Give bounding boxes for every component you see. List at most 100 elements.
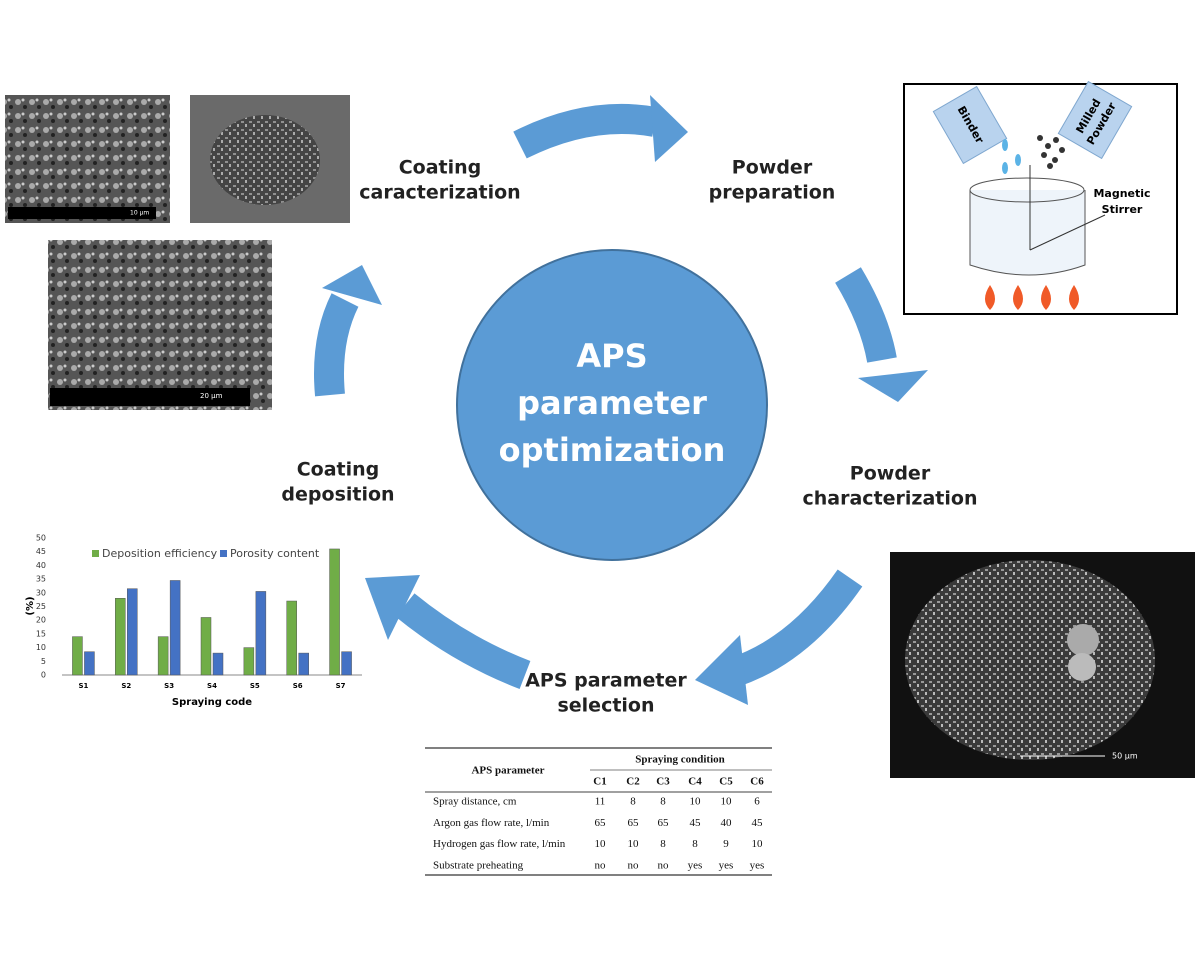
- table-cell: 10: [628, 838, 640, 850]
- beaker-rim: [969, 177, 1085, 203]
- row-label: Argon gas flow rate, l/min: [433, 817, 550, 829]
- arrow-head: [322, 265, 382, 305]
- center-title: parameter: [517, 384, 707, 422]
- bar: [72, 636, 83, 676]
- arrow-head: [858, 370, 928, 402]
- y-tick-label: 10: [36, 643, 46, 652]
- center-title: optimization: [499, 431, 726, 469]
- column-header: C1: [593, 776, 606, 788]
- bar: [212, 652, 224, 676]
- y-tick-label: 25: [36, 602, 46, 611]
- bar: [286, 600, 297, 676]
- column-header: C4: [688, 776, 702, 788]
- step-label: selection: [557, 695, 654, 717]
- micrograph: [5, 95, 170, 223]
- table-cell: 65: [658, 817, 670, 829]
- step-label: APS parameter: [525, 670, 687, 692]
- parameter-table: APS parameter Spraying condition C1 C2 C3 C4 C…: [425, 747, 772, 876]
- step-label: characterization: [803, 488, 978, 510]
- arrow: [314, 293, 359, 397]
- micrograph: [48, 240, 272, 410]
- scale-label: 10 µm: [130, 210, 149, 217]
- table-cell: 9: [723, 838, 729, 850]
- row-label: Substrate preheating: [433, 859, 524, 871]
- step-label: Coating: [399, 157, 482, 179]
- stirrer-label: Magnetic: [1093, 187, 1150, 200]
- bar: [200, 617, 212, 676]
- y-tick-label: 0: [41, 671, 46, 680]
- powder-cup: Milled Powder: [1057, 80, 1133, 160]
- table-cell: yes: [688, 859, 703, 871]
- table-cell: 45: [752, 817, 764, 829]
- scale-bar: [50, 388, 250, 406]
- table-cell: 8: [630, 796, 636, 808]
- table-cell: 8: [660, 838, 666, 850]
- cycle-arrows: [314, 103, 897, 689]
- x-tick-label: S4: [207, 682, 217, 690]
- scale-label: 50 µm: [1112, 752, 1138, 761]
- scale-label: 20 µm: [200, 392, 223, 400]
- beaker: [969, 190, 1086, 276]
- bar: [115, 598, 126, 676]
- y-tick-label: 40: [36, 561, 46, 570]
- center-title: APS: [576, 337, 647, 375]
- arrow-heads: [322, 95, 928, 705]
- binder-cup: Binder: [932, 85, 1008, 165]
- particle: [905, 560, 1155, 760]
- column-header: C6: [750, 776, 764, 788]
- legend-label: Deposition efficiency: [102, 547, 218, 560]
- bar: [127, 588, 138, 676]
- column-header: C3: [656, 776, 670, 788]
- table-cell: 65: [595, 817, 607, 829]
- drop: [1002, 162, 1008, 174]
- table-cell: 10: [595, 838, 607, 850]
- bar: [84, 651, 95, 676]
- table-cell: yes: [750, 859, 765, 871]
- table-cell: 40: [721, 817, 733, 829]
- row-label: Hydrogen gas flow rate, l/min: [433, 838, 566, 850]
- y-tick-label: 45: [36, 547, 46, 556]
- particle: [1067, 624, 1099, 656]
- cup: [1057, 80, 1133, 160]
- drop: [1002, 139, 1008, 151]
- legend-label: Porosity content: [230, 547, 320, 560]
- arrow-head: [365, 575, 420, 640]
- legend-swatch: [92, 550, 99, 557]
- powder: [1037, 135, 1065, 169]
- table-header: Spraying condition: [635, 754, 725, 766]
- particle: [210, 115, 320, 205]
- x-tick-label: S2: [121, 682, 131, 690]
- center-circle: [456, 249, 768, 561]
- y-tick-label: 30: [36, 588, 46, 597]
- x-tick-label: S1: [78, 682, 88, 690]
- arrow-head: [650, 95, 688, 162]
- y-tick-label: 35: [36, 575, 46, 584]
- table-cell: 45: [690, 817, 702, 829]
- x-tick-label: S7: [336, 682, 346, 690]
- table-cell: 6: [754, 796, 760, 808]
- table-cell: 8: [660, 796, 666, 808]
- y-tick-label: 50: [36, 534, 46, 543]
- flames: [985, 285, 1079, 310]
- table-cell: 65: [628, 817, 640, 829]
- scale-bar: [8, 207, 156, 219]
- step-label: deposition: [281, 484, 394, 506]
- bar: [341, 651, 352, 676]
- particle: [1068, 653, 1096, 681]
- step-label: Powder: [850, 463, 931, 485]
- table-cell: no: [595, 859, 607, 871]
- table-cell: 10: [690, 796, 702, 808]
- table-cell: no: [628, 859, 640, 871]
- x-tick-label: S3: [164, 682, 174, 690]
- step-label: Coating: [297, 459, 380, 481]
- arrow: [513, 103, 658, 159]
- y-tick-label: 15: [36, 629, 46, 638]
- table-cell: 8: [692, 838, 698, 850]
- table-cell: no: [658, 859, 670, 871]
- arrow: [729, 569, 863, 687]
- column-header: C5: [719, 776, 733, 788]
- step-label: caracterization: [359, 182, 520, 204]
- bar: [298, 652, 309, 676]
- drops: [1002, 139, 1021, 174]
- table-cell: 10: [752, 838, 764, 850]
